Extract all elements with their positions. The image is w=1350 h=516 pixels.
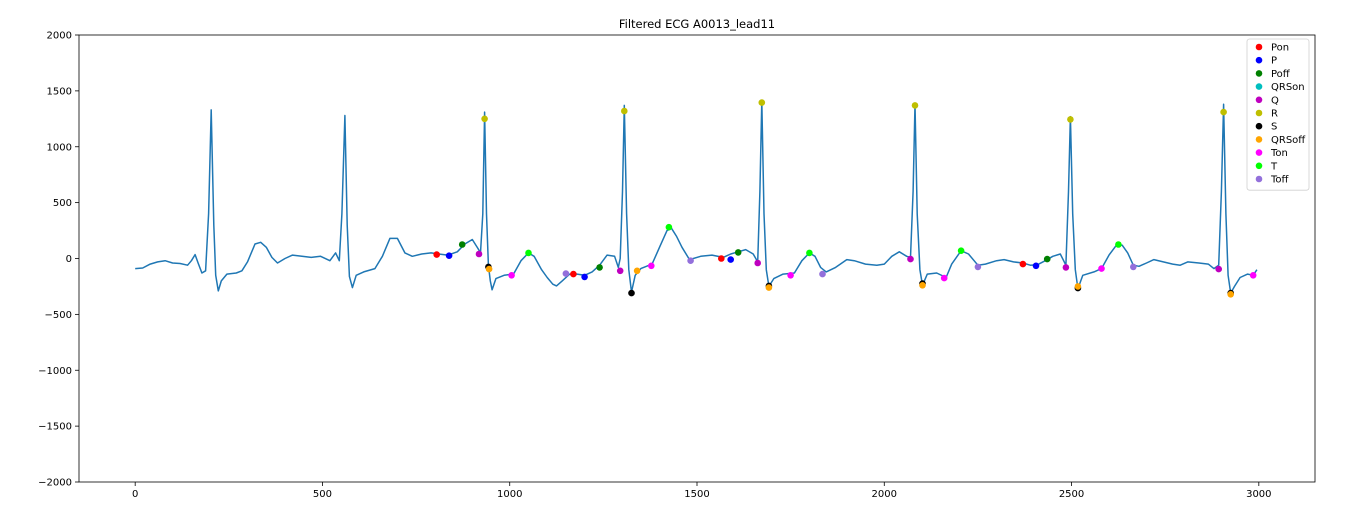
y-tick-label: 1000 [47,142,72,153]
marker-qrsoff [633,267,641,275]
marker-q [1215,265,1222,273]
marker-s [628,289,635,297]
marker-qrsoff [919,282,926,289]
y-tick-label: −1500 [38,422,72,433]
marker-q [1062,264,1070,271]
y-tick-label: 2000 [47,31,72,42]
y-tick-label: 500 [53,198,72,209]
legend-label-q: Q [1271,95,1279,106]
legend-label-p: P [1271,56,1277,67]
legend-label-qrson: QRSon [1271,82,1305,93]
legend-box [1246,38,1310,191]
marker-ton [1098,265,1105,272]
marker-poff [596,264,603,271]
legend-label-poff: Poff [1271,69,1291,80]
legend-label-s: S [1271,122,1277,133]
y-tick-label: 0 [66,254,72,265]
y-tick-label: −500 [45,310,72,321]
legend-marker-poff [1255,70,1263,77]
legend-label-t: T [1270,161,1278,172]
marker-qrsoff [765,284,773,291]
marker-r [481,115,488,123]
x-tick-label: 3000 [1246,489,1271,500]
marker-toff [687,257,694,265]
legend-marker-s [1255,122,1263,130]
marker-q [475,250,483,258]
marker-r [1067,116,1074,123]
x-tick-label: 2500 [1059,489,1084,500]
marker-poff [458,241,466,248]
marker-qrsoff [1074,283,1082,290]
marker-pon [570,270,577,278]
legend-marker-pon [1255,43,1263,51]
marker-t [957,247,965,254]
x-tick-label: 1500 [684,489,709,500]
marker-poff [1043,255,1051,263]
marker-r [621,107,628,115]
marker-toff [562,270,570,277]
legend: Pon P Poff QRSon QRS QRSoff Ton T Toff [1246,38,1310,191]
marker-ton [648,262,655,270]
marker-p [581,273,588,281]
legend-marker-p [1255,56,1263,64]
y-tick-label: −1000 [38,366,72,377]
marker-qrsoff [485,265,493,273]
marker-r [758,99,766,106]
legend-marker-r [1255,109,1263,117]
y-tick-label: 1500 [47,86,72,97]
marker-toff [1130,263,1137,271]
y-tick-label: −2000 [38,478,72,489]
legend-marker-ton [1255,149,1263,156]
marker-t [1115,241,1122,248]
marker-pon [433,251,441,258]
marker-pon [1019,260,1027,268]
marker-ton [1249,272,1257,279]
marker-poff [734,249,742,256]
legend-label-pon: Pon [1271,43,1289,54]
legend-label-r: R [1271,109,1278,120]
marker-ton [940,274,948,282]
legend-marker-toff [1255,175,1263,183]
legend-marker-qrson [1255,83,1263,90]
legend-label-ton: Ton [1270,148,1288,159]
marker-q [616,267,624,275]
marker-p [727,256,734,263]
axes-layer: 0 500 1000 1500 2000 2500 3000 −2000 −1500 −1000 −… [38,31,1316,500]
marker-t [525,249,532,257]
legend-label-toff: Toff [1270,175,1290,186]
marker-p [445,252,453,259]
x-tick-label: 500 [313,489,332,500]
marker-ton [787,272,794,279]
marker-r [911,102,919,109]
marker-q [907,255,914,263]
x-tick-label: 2000 [872,489,897,500]
ecg-signal-line [135,100,1258,294]
marker-q [754,259,761,267]
marker-toff [974,263,982,271]
marker-pon [718,255,725,262]
legend-marker-q [1255,96,1263,104]
legend-label-qrsoff: QRSoff [1271,135,1306,146]
marker-ton [508,272,515,279]
marker-t [665,223,673,231]
legend-marker-qrsoff [1255,136,1263,143]
x-tick-label: 1000 [497,489,522,500]
legend-marker-t [1255,162,1263,170]
plot-layer [135,99,1258,298]
marker-qrsoff [1227,291,1234,298]
chart-title: Filtered ECG A0013_lead11 [619,17,775,31]
x-tick-label: 0 [132,489,138,500]
marker-r [1220,108,1227,116]
marker-t [806,249,813,257]
marker-p [1032,262,1040,270]
marker-toff [819,270,826,278]
